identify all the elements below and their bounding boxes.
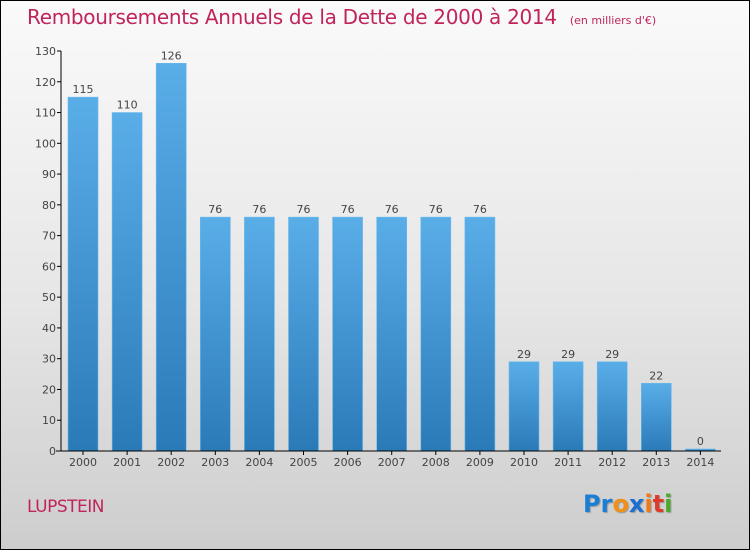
- bar-2001: [111, 112, 143, 452]
- unit-note: (en milliers d'€): [569, 14, 657, 27]
- value-label-2002: 126: [161, 49, 182, 62]
- value-label-2004: 76: [252, 203, 266, 216]
- x-tick-label-2008: 2008: [422, 456, 450, 469]
- value-label-2009: 76: [473, 203, 487, 216]
- x-tick-label-2004: 2004: [245, 456, 273, 469]
- y-tick-label-110: 110: [35, 107, 56, 120]
- y-tick-label-20: 20: [42, 383, 56, 396]
- logo-letter: t: [652, 490, 665, 518]
- y-tick-label-80: 80: [42, 199, 56, 212]
- value-label-2010: 29: [517, 348, 531, 361]
- value-label-2008: 76: [429, 203, 443, 216]
- chart-title-block: Remboursements Annuels de la Dette de 20…: [27, 5, 656, 29]
- value-label-2005: 76: [297, 203, 311, 216]
- y-tick-label-40: 40: [42, 322, 56, 335]
- logo-letter: i: [664, 490, 673, 518]
- x-tick-label-2010: 2010: [510, 456, 538, 469]
- value-label-2013: 22: [649, 369, 663, 382]
- value-label-2006: 76: [341, 203, 355, 216]
- logo-letter: x: [628, 490, 645, 518]
- y-tick-label-60: 60: [42, 260, 56, 273]
- y-tick-label-70: 70: [42, 230, 56, 243]
- y-tick-label-100: 100: [35, 137, 56, 150]
- x-tick-label-2012: 2012: [598, 456, 626, 469]
- x-tick-label-2007: 2007: [378, 456, 406, 469]
- x-tick-label-2005: 2005: [290, 456, 318, 469]
- y-tick-label-50: 50: [42, 291, 56, 304]
- logo-letter: o: [612, 490, 629, 518]
- bar-2005: [288, 216, 319, 452]
- x-tick-label-2006: 2006: [334, 456, 362, 469]
- bar-2008: [420, 216, 452, 452]
- x-tick-label-2000: 2000: [69, 456, 97, 469]
- value-label-2014: 0: [697, 435, 704, 448]
- x-tick-label-2003: 2003: [201, 456, 229, 469]
- value-label-2001: 110: [117, 99, 138, 112]
- y-tick-label-130: 130: [35, 45, 56, 58]
- x-tick-label-2011: 2011: [554, 456, 582, 469]
- x-tick-label-2013: 2013: [642, 456, 670, 469]
- bars-group: 115 110 126 76 76 76 76 76 76 76 29 29 29 22 0: [67, 49, 716, 452]
- bar-2004: [244, 216, 275, 452]
- bar-2009: [464, 216, 496, 452]
- commune-name: LUPSTEIN: [27, 497, 104, 517]
- x-tick-label-2001: 2001: [113, 456, 141, 469]
- bar-2002: [155, 63, 187, 452]
- value-label-2007: 76: [385, 203, 399, 216]
- bar-2013: [640, 383, 672, 452]
- x-tick-label-2014: 2014: [686, 456, 714, 469]
- value-label-2003: 76: [208, 203, 222, 216]
- value-label-2011: 29: [561, 348, 575, 361]
- logo-letter: i: [644, 490, 653, 518]
- bar-2007: [376, 216, 408, 452]
- logo-letter: P: [583, 490, 601, 518]
- bar-2000: [67, 96, 99, 452]
- y-tick-label-90: 90: [42, 168, 56, 181]
- bar-2003: [200, 216, 231, 452]
- y-tick-label-30: 30: [42, 353, 56, 366]
- y-tick-label-0: 0: [49, 445, 56, 458]
- logo-letter: r: [600, 490, 613, 518]
- bar-2012: [596, 361, 628, 452]
- x-tick-label-2009: 2009: [466, 456, 494, 469]
- x-tick-label-2002: 2002: [157, 456, 185, 469]
- y-tick-label-120: 120: [35, 76, 56, 89]
- bar-2010: [508, 361, 540, 452]
- y-tick-label-10: 10: [42, 414, 56, 427]
- bar-2006: [332, 216, 363, 452]
- value-label-2000: 115: [73, 83, 94, 96]
- chart-title: Remboursements Annuels de la Dette de 20…: [27, 5, 557, 29]
- value-label-2012: 29: [605, 348, 619, 361]
- bar-2011: [552, 361, 584, 452]
- axes-group: 2000 2001 2002 2003 2004 2005 2006 2007 2008 2009…: [35, 45, 721, 469]
- proxiti-logo[interactable]: Proxiti: [583, 490, 672, 518]
